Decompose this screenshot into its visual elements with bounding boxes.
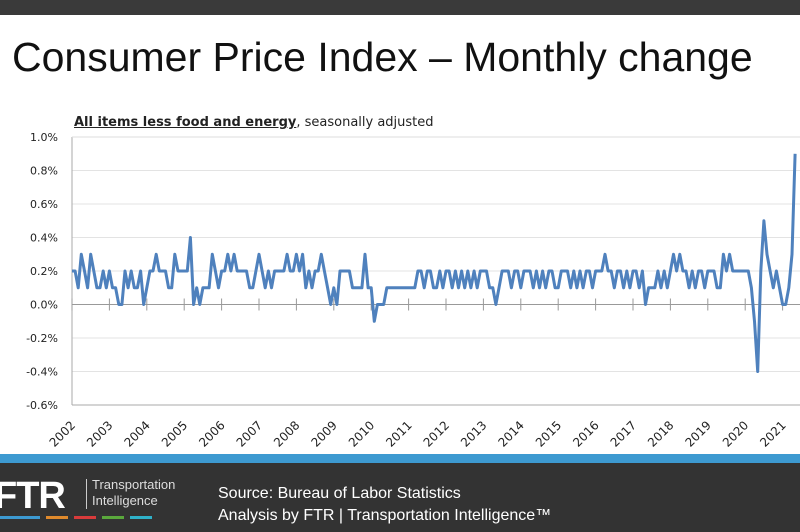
logo-bar — [74, 516, 96, 519]
y-tick-label: 0.2% — [30, 265, 58, 278]
logo-color-bars — [0, 516, 152, 519]
x-tick-label: 2021 — [757, 418, 788, 449]
logo-divider — [86, 479, 87, 509]
analysis-line: Analysis by FTR | Transportation Intelli… — [218, 507, 552, 524]
y-tick-label: 0.0% — [30, 299, 58, 312]
x-tick-label: 2015 — [533, 418, 564, 449]
y-tick-label: 0.4% — [30, 232, 58, 245]
x-tick-label: 2011 — [383, 418, 414, 449]
logo-bar — [46, 516, 68, 519]
x-tick-label: 2006 — [196, 418, 227, 449]
x-tick-label: 2017 — [608, 418, 639, 449]
logo-tagline-1: Transportation — [92, 477, 176, 492]
logo-bar — [130, 516, 152, 519]
y-tick-label: -0.6% — [26, 399, 58, 412]
x-tick-label: 2012 — [421, 418, 452, 449]
subtitle-bold: All items less food and energy — [74, 115, 297, 130]
logo-tagline: Transportation Intelligence — [92, 477, 175, 509]
top-bar — [0, 0, 800, 15]
accent-stripe — [0, 454, 800, 463]
subtitle-rest: , seasonally adjusted — [296, 115, 434, 130]
x-tick-label: 2005 — [159, 418, 190, 449]
x-tick-label: 2016 — [570, 418, 601, 449]
logo-tagline-2: Intelligence — [92, 493, 158, 508]
x-tick-label: 2018 — [645, 418, 676, 449]
x-tick-label: 2008 — [271, 418, 302, 449]
y-tick-label: 0.6% — [30, 198, 58, 211]
x-tick-label: 2013 — [458, 418, 489, 449]
x-tick-label: 2002 — [47, 418, 78, 449]
page-title: Consumer Price Index – Monthly change — [12, 34, 753, 80]
footer: FTR Transportation Intelligence Source: B… — [0, 463, 800, 532]
source-text: Source: Bureau of Labor Statistics Analys… — [218, 483, 551, 527]
ftr-logo: FTR — [0, 475, 66, 517]
x-tick-label: 2003 — [84, 418, 115, 449]
logo-bar — [102, 516, 124, 519]
line-chart: 1.0% 0.8% 0.6% 0.4% 0.2% 0.0% -0.2% -0.4% -0.6% 2… — [26, 131, 800, 450]
x-tick-label: 2007 — [234, 418, 265, 449]
y-tick-label: -0.2% — [26, 332, 58, 345]
x-tick-label: 2019 — [682, 418, 713, 449]
chart-subtitle: All items less food and energy, seasonal… — [74, 115, 434, 130]
y-tick-label: -0.4% — [26, 366, 58, 379]
x-tick-label: 2009 — [308, 418, 339, 449]
y-tick-label: 0.8% — [30, 165, 58, 178]
x-tick-label: 2004 — [121, 418, 152, 449]
x-tick-label: 2010 — [346, 418, 377, 449]
y-tick-label: 1.0% — [30, 131, 58, 144]
source-line: Source: Bureau of Labor Statistics — [218, 485, 461, 502]
logo-bar — [0, 516, 40, 519]
series-line — [72, 153, 797, 373]
x-tick-label: 2020 — [720, 418, 751, 449]
x-tick-label: 2014 — [495, 418, 526, 449]
